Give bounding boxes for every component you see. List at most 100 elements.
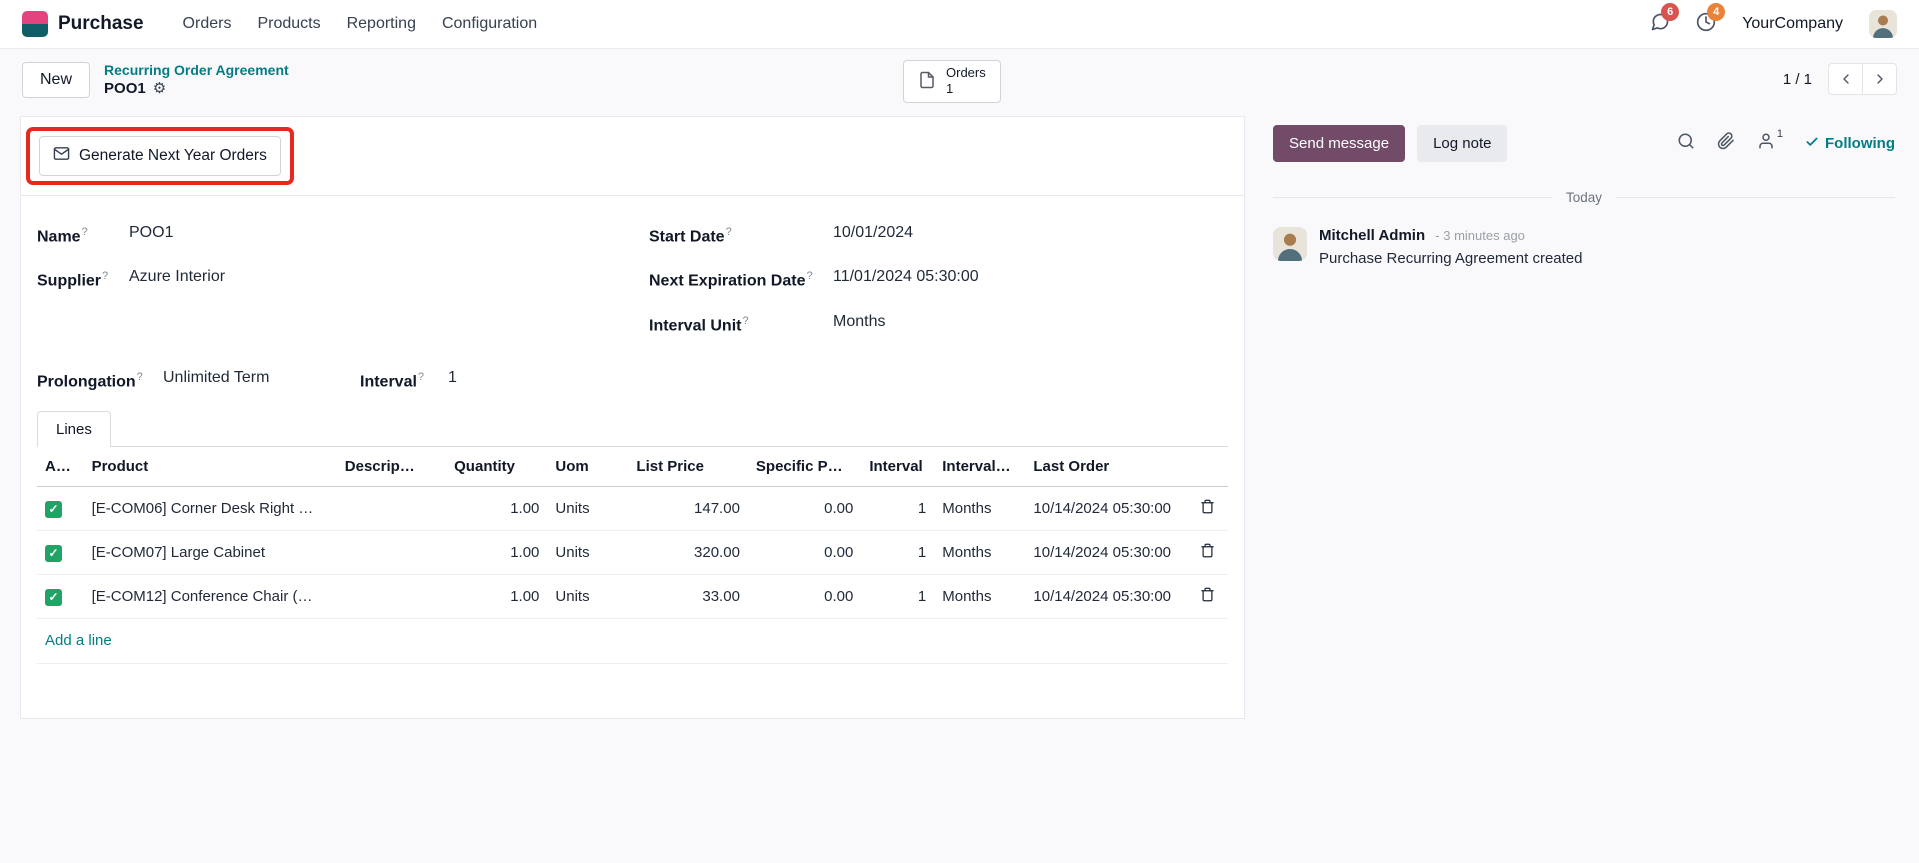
chatter-message: Mitchell Admin - 3 minutes ago Purchase … xyxy=(1273,227,1895,267)
search-messages-button[interactable] xyxy=(1677,132,1695,155)
cell-last-order[interactable]: 10/14/2024 05:30:00 xyxy=(1025,530,1188,576)
interval-unit-label: Interval Unit? xyxy=(649,314,749,334)
col-active[interactable]: A… xyxy=(37,447,84,488)
cell-interval-unit[interactable]: Months xyxy=(934,574,1026,620)
app-icon-bottom xyxy=(22,24,48,37)
supplier-value[interactable]: Azure Interior xyxy=(129,268,226,286)
fields-bottom-row: Prolongation? Unlimited Term Interval? 1 xyxy=(37,365,1228,394)
trash-icon[interactable] xyxy=(1200,587,1215,602)
cell-uom[interactable]: Units xyxy=(547,574,629,620)
followers-button[interactable]: 1 xyxy=(1757,128,1783,155)
new-button[interactable]: New xyxy=(22,61,91,98)
trash-icon[interactable] xyxy=(1200,499,1215,514)
active-checkbox[interactable]: ✓ xyxy=(45,500,62,518)
log-note-button[interactable]: Log note xyxy=(1417,125,1508,162)
cell-list-price[interactable]: 33.00 xyxy=(628,574,748,620)
cell-specific-price[interactable]: 0.00 xyxy=(747,486,862,532)
form-sheet: Generate Next Year Orders Name? POO1 Sup… xyxy=(20,116,1245,719)
active-checkbox[interactable]: ✓ xyxy=(45,588,62,606)
message-author[interactable]: Mitchell Admin xyxy=(1319,227,1426,244)
cell-last-order[interactable]: 10/14/2024 05:30:00 xyxy=(1025,574,1188,620)
trash-icon[interactable] xyxy=(1200,543,1215,558)
message-author-avatar[interactable] xyxy=(1273,227,1307,261)
company-switcher[interactable]: YourCompany xyxy=(1742,15,1843,32)
date-divider: Today xyxy=(1273,190,1895,205)
following-toggle[interactable]: Following xyxy=(1805,135,1895,153)
activities-count-badge: 4 xyxy=(1707,2,1726,21)
interval-value[interactable]: 1 xyxy=(448,368,457,386)
stat-button-label: Orders xyxy=(946,65,986,80)
actions-gear-icon[interactable]: ⚙ xyxy=(152,80,167,98)
cell-uom[interactable]: Units xyxy=(547,530,629,576)
cell-quantity[interactable]: 1.00 xyxy=(446,574,548,620)
nav-menu-reporting[interactable]: Reporting xyxy=(346,15,416,32)
user-avatar[interactable] xyxy=(1869,10,1897,38)
content-area: Generate Next Year Orders Name? POO1 Sup… xyxy=(0,110,1919,719)
col-list-price[interactable]: List Price xyxy=(628,447,748,488)
active-checkbox[interactable]: ✓ xyxy=(45,544,62,562)
help-marker: ? xyxy=(136,370,143,383)
cell-interval[interactable]: 1 xyxy=(861,530,935,576)
help-marker: ? xyxy=(81,226,88,238)
cell-product[interactable]: [E-COM12] Conference Chair (… xyxy=(83,574,337,620)
cell-product[interactable]: [E-COM06] Corner Desk Right … xyxy=(83,486,337,532)
cell-interval-unit[interactable]: Months xyxy=(934,486,1026,532)
activities-button[interactable]: 4 xyxy=(1696,2,1726,37)
app-name[interactable]: Purchase xyxy=(58,13,144,34)
add-line-row: Add a line xyxy=(37,619,1228,665)
cell-interval-unit[interactable]: Months xyxy=(934,530,1026,576)
cell-interval[interactable]: 1 xyxy=(861,574,935,620)
cell-delete xyxy=(1187,530,1228,576)
cell-description[interactable] xyxy=(336,574,447,620)
cell-description[interactable] xyxy=(336,530,447,576)
col-quantity[interactable]: Quantity xyxy=(446,447,548,488)
field-interval-unit: Interval Unit? Months xyxy=(649,309,1228,338)
prolongation-value[interactable]: Unlimited Term xyxy=(163,368,270,386)
purchase-app-icon[interactable] xyxy=(22,11,48,37)
cell-interval[interactable]: 1 xyxy=(861,486,935,532)
name-value[interactable]: POO1 xyxy=(129,224,174,241)
next-expiration-value[interactable]: 11/01/2024 05:30:00 xyxy=(833,268,979,286)
add-a-line-link[interactable]: Add a line xyxy=(45,632,112,650)
message-header: Mitchell Admin - 3 minutes ago xyxy=(1319,227,1582,244)
table-row[interactable]: ✓ [E-COM07] Large Cabinet 1.00 Units 320… xyxy=(37,530,1228,576)
col-specific-price[interactable]: Specific P… xyxy=(747,447,862,488)
col-interval-unit[interactable]: Interval… xyxy=(934,447,1026,488)
start-date-value[interactable]: 10/01/2024 xyxy=(833,224,914,241)
breadcrumb-parent-link[interactable]: Recurring Order Agreement xyxy=(104,61,289,78)
interval-label: Interval? xyxy=(360,370,425,391)
cell-specific-price[interactable]: 0.00 xyxy=(747,530,862,576)
nav-menu-orders[interactable]: Orders xyxy=(182,15,232,32)
cell-delete xyxy=(1187,574,1228,620)
cell-product[interactable]: [E-COM07] Large Cabinet xyxy=(83,530,337,576)
col-last-order[interactable]: Last Order xyxy=(1025,447,1188,488)
generate-next-year-orders-button[interactable]: Generate Next Year Orders xyxy=(39,136,281,176)
pager-next-button[interactable] xyxy=(1862,63,1897,95)
col-interval[interactable]: Interval xyxy=(861,447,935,488)
nav-menu-products[interactable]: Products xyxy=(257,15,321,32)
messages-button[interactable]: 6 xyxy=(1650,2,1680,37)
col-uom[interactable]: Uom xyxy=(547,447,629,488)
orders-stat-button[interactable]: Orders 1 xyxy=(903,60,1001,103)
table-row[interactable]: ✓ [E-COM06] Corner Desk Right … 1.00 Uni… xyxy=(37,486,1228,532)
cell-list-price[interactable]: 147.00 xyxy=(628,486,748,532)
cell-list-price[interactable]: 320.00 xyxy=(628,530,748,576)
cell-uom[interactable]: Units xyxy=(547,486,629,532)
send-message-button[interactable]: Send message xyxy=(1273,125,1406,162)
nav-menu-configuration[interactable]: Configuration xyxy=(441,15,538,32)
following-label: Following xyxy=(1825,135,1895,152)
cell-quantity[interactable]: 1.00 xyxy=(446,486,548,532)
tab-lines[interactable]: Lines xyxy=(37,411,111,448)
cell-last-order[interactable]: 10/14/2024 05:30:00 xyxy=(1025,486,1188,532)
cell-delete xyxy=(1187,486,1228,532)
chat-bubble-icon xyxy=(1650,12,1670,37)
table-row[interactable]: ✓ [E-COM12] Conference Chair (… 1.00 Uni… xyxy=(37,574,1228,620)
col-description[interactable]: Descrip… xyxy=(336,447,447,488)
col-product[interactable]: Product xyxy=(83,447,337,488)
interval-unit-value[interactable]: Months xyxy=(833,312,886,330)
pager-previous-button[interactable] xyxy=(1828,63,1863,95)
cell-description[interactable] xyxy=(336,486,447,532)
cell-specific-price[interactable]: 0.00 xyxy=(747,574,862,620)
attachments-button[interactable] xyxy=(1717,132,1735,155)
cell-quantity[interactable]: 1.00 xyxy=(446,530,548,576)
